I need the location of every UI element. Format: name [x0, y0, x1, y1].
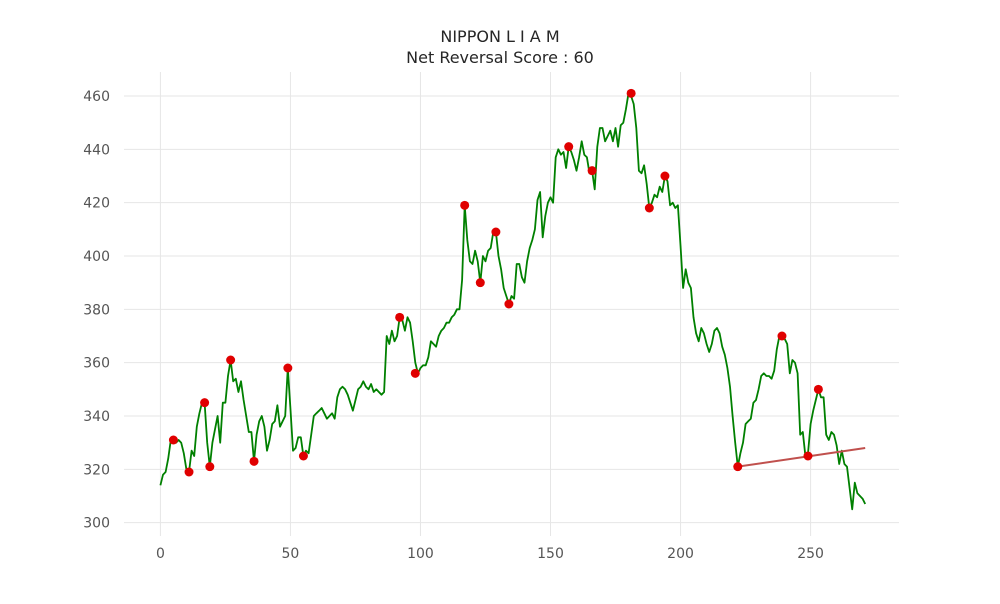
x-tick-label: 50: [282, 546, 300, 562]
pivot-point: [587, 166, 597, 176]
x-tick-label: 150: [537, 546, 564, 562]
trendline: [737, 447, 866, 468]
pivot-point: [184, 467, 194, 477]
y-tick-label: 440: [83, 142, 110, 158]
y-tick-label: 360: [83, 356, 110, 372]
y-tick-label: 400: [83, 249, 110, 265]
pivot-point: [504, 299, 514, 309]
pivot-point: [777, 331, 787, 341]
pivot-point: [475, 278, 485, 288]
y-tick-label: 420: [83, 196, 110, 212]
trendline-layer: [737, 447, 866, 468]
pivot-point: [205, 462, 215, 472]
x-tick-label: 250: [797, 546, 824, 562]
chart-subtitle: Net Reversal Score : 60: [406, 48, 594, 67]
y-tick-label: 380: [83, 302, 110, 318]
chart-title: NIPPON L I A M: [440, 27, 559, 46]
y-tick-label: 460: [83, 89, 110, 105]
y-tick-label: 320: [83, 462, 110, 478]
pivot-point: [168, 435, 178, 445]
price-line: [159, 92, 867, 511]
pivot-point: [564, 142, 574, 152]
y-tick-label: 340: [83, 409, 110, 425]
y-tick-label: 300: [83, 516, 110, 532]
pivot-points: [168, 88, 823, 477]
pivot-point: [803, 451, 813, 461]
pivot-point: [200, 398, 210, 408]
x-tick-label: 100: [407, 546, 434, 562]
tick-labels: 0 50 100 150 200 250 300 320 340 360 380 400 420 440 4…: [83, 89, 824, 562]
pivot-point: [395, 312, 405, 322]
pivot-point: [626, 88, 636, 98]
pivot-point: [491, 227, 501, 237]
pivot-point: [813, 384, 823, 394]
pivot-point: [733, 462, 743, 472]
pivot-point: [460, 200, 470, 210]
pivot-point: [226, 355, 236, 365]
pivot-point: [298, 451, 308, 461]
pivot-point: [410, 368, 420, 378]
pivot-point: [283, 363, 293, 373]
pivot-point: [249, 456, 259, 466]
pivot-point: [660, 171, 670, 181]
grid: [124, 72, 899, 536]
x-tick-label: 200: [667, 546, 694, 562]
x-tick-label: 0: [156, 546, 165, 562]
pivot-point: [644, 203, 654, 213]
price-series: [159, 92, 867, 511]
